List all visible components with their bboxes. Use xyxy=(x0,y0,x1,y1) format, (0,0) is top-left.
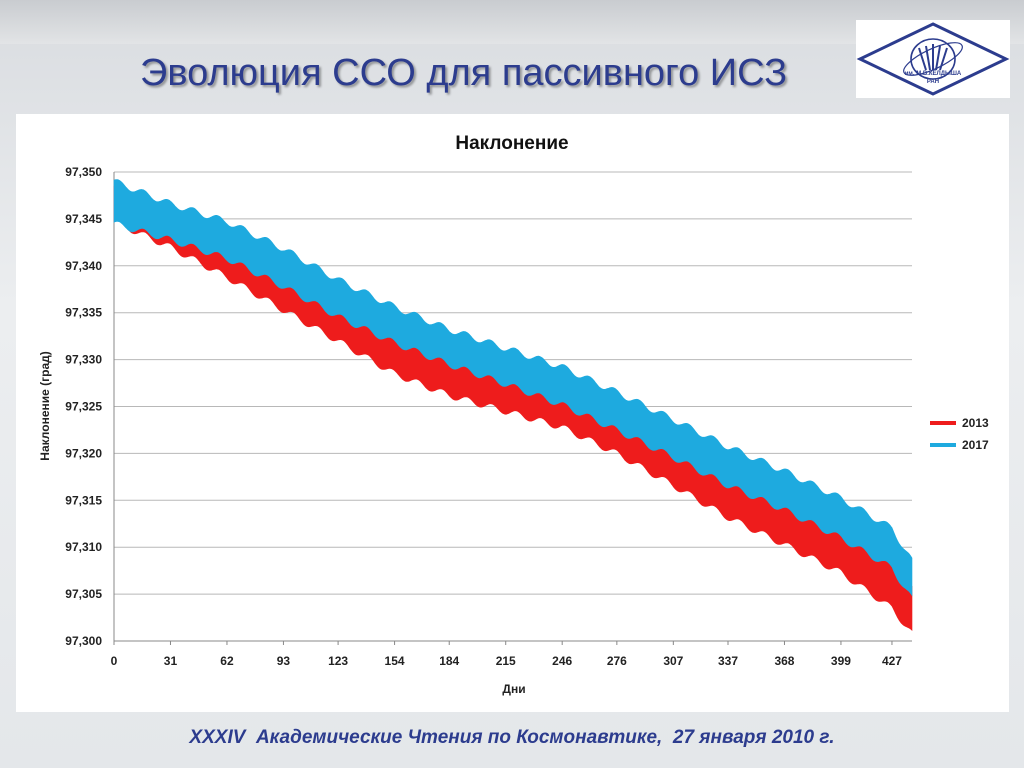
legend-label-2017: 2017 xyxy=(962,438,989,452)
x-tick-label: 184 xyxy=(439,654,459,668)
x-tick-label: 337 xyxy=(718,654,738,668)
legend-label-2013: 2013 xyxy=(962,416,989,430)
x-tick-label: 93 xyxy=(277,654,291,668)
y-tick-label: 97,300 xyxy=(65,634,102,648)
y-tick-label: 97,345 xyxy=(65,212,102,226)
y-tick-label: 97,320 xyxy=(65,446,102,460)
y-tick-label: 97,325 xyxy=(65,400,102,414)
x-tick-label: 276 xyxy=(607,654,627,668)
y-tick-label: 97,305 xyxy=(65,587,102,601)
y-tick-label: 97,340 xyxy=(65,259,102,273)
inclination-chart: Наклонение 97,350 97,345 97,340 97,335 97,33… xyxy=(38,133,989,696)
y-tick-label: 97,330 xyxy=(65,353,102,367)
x-tick-label: 368 xyxy=(774,654,794,668)
logo-line-2: им. М.В.КЕЛДЫША xyxy=(905,71,962,77)
y-tick-label: 97,350 xyxy=(65,165,102,179)
slide-footer: XXXIV Академические Чтения по Космонавти… xyxy=(189,727,835,748)
y-tick-label: 97,335 xyxy=(65,306,102,320)
x-tick-label: 307 xyxy=(663,654,683,668)
x-tick-label: 123 xyxy=(328,654,348,668)
chart-panel: Наклонение 97,350 97,345 97,340 97,335 97,33… xyxy=(16,114,1009,712)
logo-line-3: РАН xyxy=(927,79,939,85)
y-axis-label: Наклонение (град) xyxy=(38,351,52,460)
x-tick-label: 246 xyxy=(552,654,572,668)
chart-title: Наклонение xyxy=(455,133,568,154)
x-tick-label: 215 xyxy=(496,654,516,668)
x-tick-label: 427 xyxy=(882,654,902,668)
institute-logo: им. М.В.КЕЛДЫША РАН xyxy=(856,20,1010,98)
x-tick-label: 31 xyxy=(164,654,178,668)
legend: 2013 2017 xyxy=(930,416,989,452)
x-tick-label: 154 xyxy=(385,654,405,668)
series-layer xyxy=(113,179,913,631)
x-tick-label: 399 xyxy=(831,654,851,668)
series-band-2017 xyxy=(113,179,913,597)
x-axis-label: Дни xyxy=(502,682,525,696)
x-tick-label: 0 xyxy=(111,654,118,668)
x-tick-labels: 0 31 62 93 123 154 184 215 246 276 307 337 368 399 427 xyxy=(111,641,902,668)
slide-header-band xyxy=(0,0,1024,44)
y-tick-label: 97,315 xyxy=(65,493,102,507)
y-tick-labels: 97,350 97,345 97,340 97,335 97,330 97,325 97,3… xyxy=(65,165,102,648)
slide-title: Эволюция ССО для пассивного ИСЗ xyxy=(140,52,788,94)
y-tick-label: 97,310 xyxy=(65,540,102,554)
x-tick-label: 62 xyxy=(220,654,234,668)
